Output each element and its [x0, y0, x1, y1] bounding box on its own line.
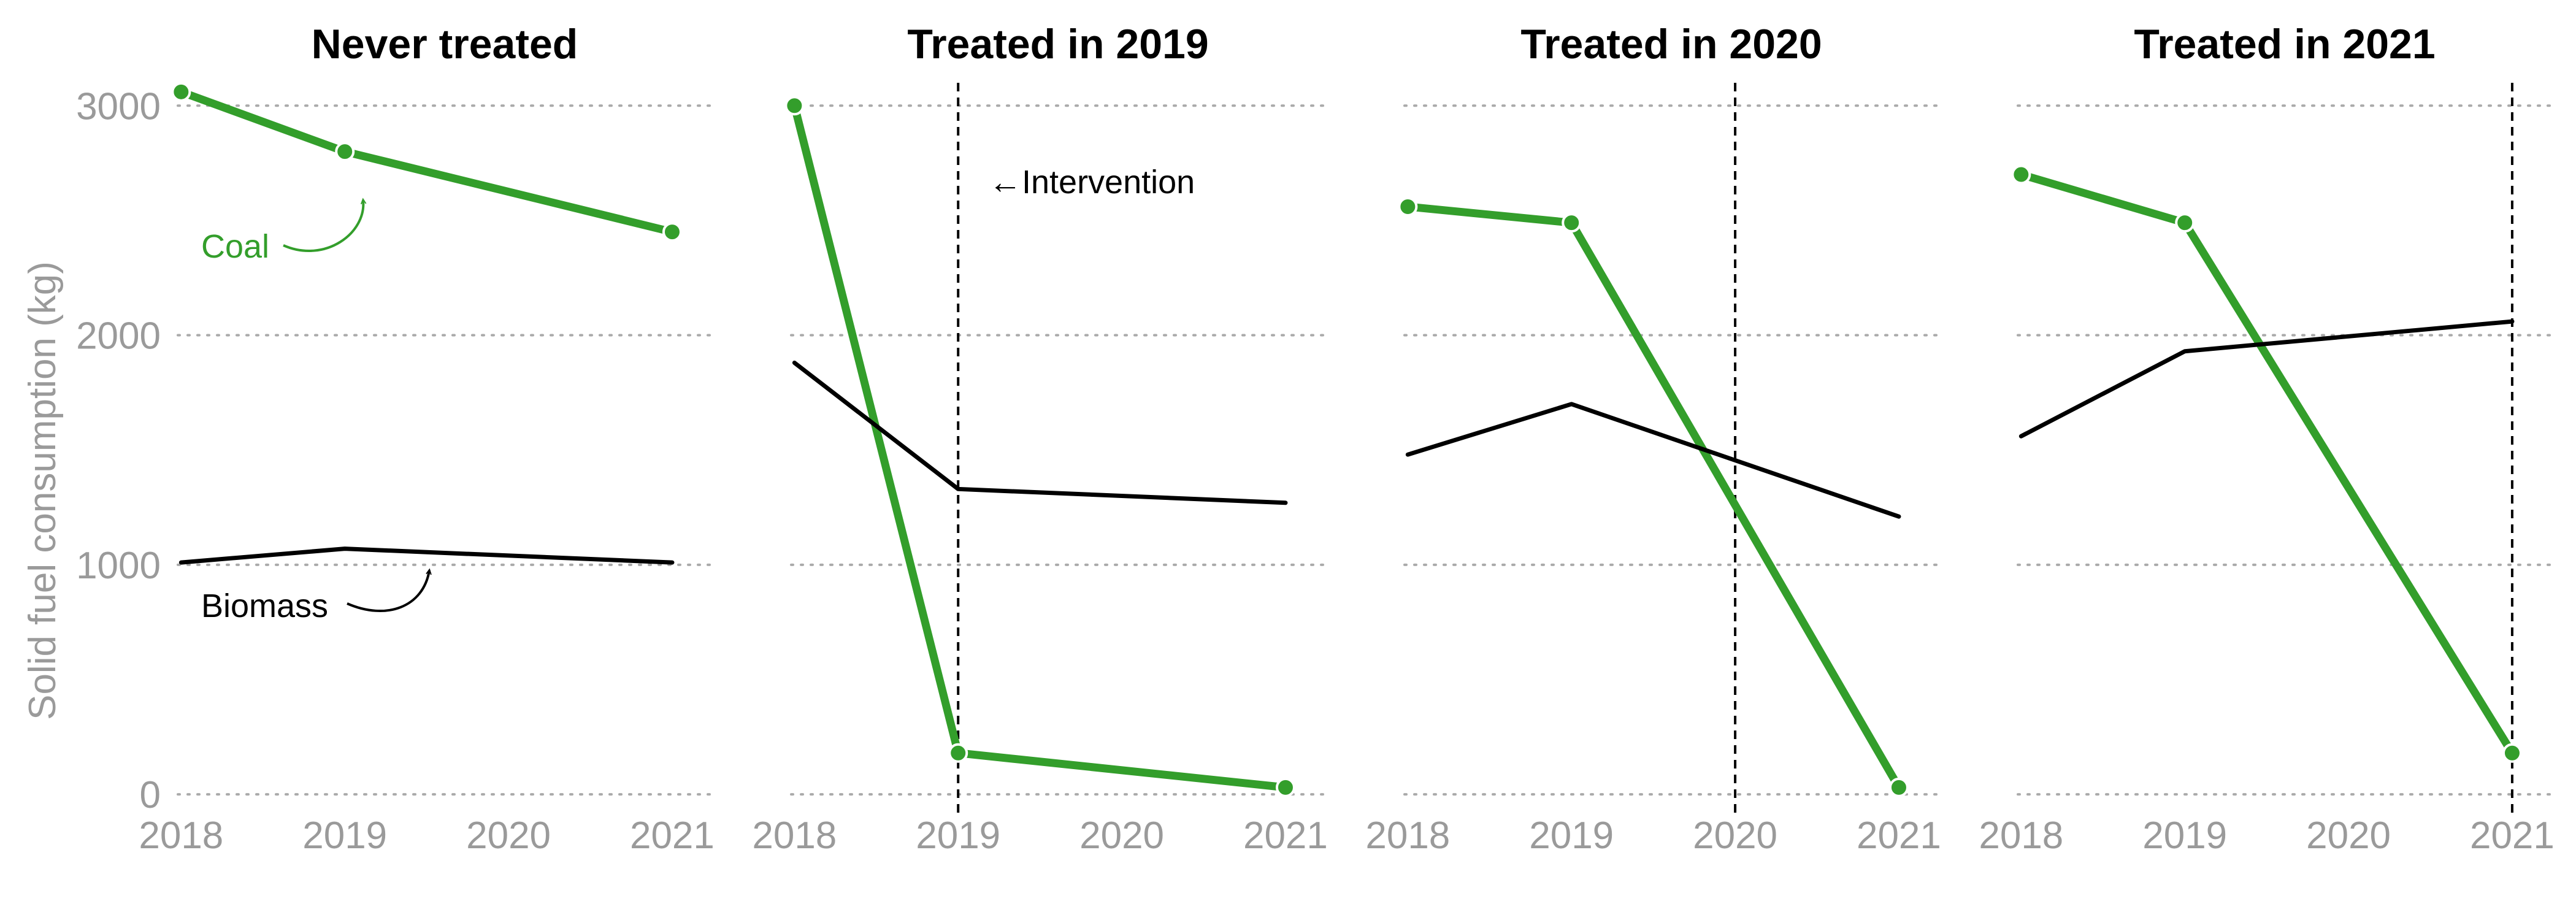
coal-point [2011, 164, 2031, 185]
panel-4: Treated in 2021 2018 2019 2020 2021 [1979, 21, 2555, 857]
biomass-annotation-label: Biomass [201, 588, 328, 624]
panel-title: Treated in 2021 [2134, 21, 2435, 67]
x-tick-label: 2020 [1079, 815, 1164, 857]
x-tick-label: 2021 [630, 815, 715, 857]
y-tick-label: 3000 [76, 85, 161, 128]
coal-point [1275, 777, 1295, 797]
coal-annotation-label: Coal [201, 228, 269, 265]
y-tick-label: 0 [140, 774, 161, 816]
biomass-line [178, 546, 675, 565]
x-tick-label: 2019 [916, 815, 1000, 857]
x-tick-label: 2021 [1857, 815, 1941, 857]
x-tick-label: 2020 [466, 815, 551, 857]
x-tick-label: 2019 [2142, 815, 2227, 857]
coal-point [2175, 213, 2195, 233]
x-tick-label: 2019 [1529, 815, 1614, 857]
coal-point [171, 82, 191, 102]
panel-title: Never treated [312, 21, 578, 67]
coal-point [1562, 213, 1582, 233]
x-tick-label: 2021 [2470, 815, 2555, 857]
panel-title: Treated in 2020 [1520, 21, 1822, 67]
panel-2: Treated in 2019 2018 2019 2020 2021 [752, 21, 1328, 857]
panel-3: Treated in 2020 2018 2019 2020 2021 [1365, 21, 1941, 857]
coal-line [177, 88, 677, 236]
y-axis-title: Solid fuel consumption (kg) [21, 261, 64, 720]
coal-point [784, 96, 805, 116]
panel-1: Never treated 2018 2019 2020 2021 [139, 21, 715, 857]
coal-point [948, 743, 968, 763]
x-tick-label: 2018 [1979, 815, 2063, 857]
biomass-annotation-arrow [347, 568, 432, 613]
panels: 0 1000 2000 3000 Never treated 2018 2019 2020 20… [76, 21, 2555, 857]
x-tick-label: 2020 [1693, 815, 1777, 857]
x-tick-label: 2021 [1243, 815, 1328, 857]
coal-point [662, 222, 682, 242]
coal-point [1398, 196, 1418, 217]
coal-point [335, 142, 355, 162]
biomass-line [2018, 319, 2515, 439]
coal-line [1403, 202, 1903, 792]
biomass-line [792, 360, 1288, 505]
x-tick-label: 2018 [752, 815, 837, 857]
x-tick-label: 2019 [302, 815, 387, 857]
y-tick-label: 1000 [76, 545, 161, 587]
y-tick-label: 2000 [76, 315, 161, 358]
biomass-line [1405, 402, 1901, 519]
annotations: Coal Biomass ←Intervention [201, 164, 1195, 624]
x-tick-label: 2018 [1365, 815, 1450, 857]
coal-line [2017, 171, 2517, 757]
coal-annotation-arrow [283, 197, 367, 253]
coal-point [2502, 743, 2522, 763]
coal-point [1888, 777, 1909, 797]
coal-line [790, 101, 1290, 792]
x-tick-label: 2018 [139, 815, 223, 857]
intervention-annotation: ←Intervention [989, 164, 1195, 201]
panel-title: Treated in 2019 [907, 21, 1208, 67]
x-tick-label: 2020 [2306, 815, 2391, 857]
